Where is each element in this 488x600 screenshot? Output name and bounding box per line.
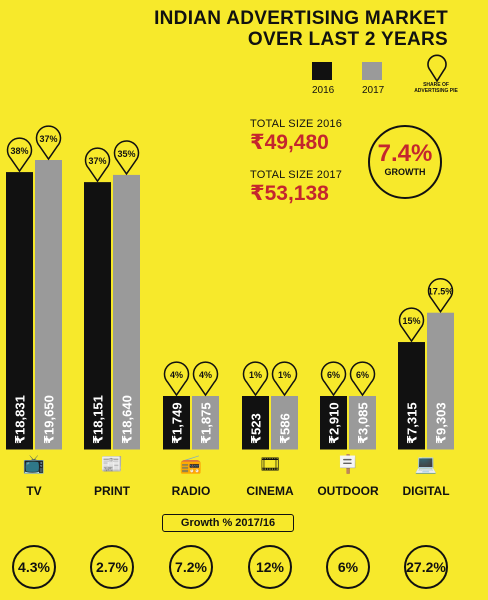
newspaper-icon: 📰 (100, 454, 124, 474)
share-label-digital-2017: 17.5% (428, 287, 454, 297)
share-pin-cinema-2017 (271, 361, 298, 397)
total-value-2016: ₹49,480 (250, 131, 329, 154)
category-label-tv: TV (26, 484, 42, 498)
bar-value-print-2016: ₹18,151 (91, 395, 106, 444)
overall-growth-value: 7.4% (377, 140, 433, 167)
share-pin-digital-2017 (427, 278, 454, 314)
growth-bubble-radio: 7.2% (169, 545, 213, 589)
legend-label-2017: 2017 (362, 85, 385, 96)
bar-digital-2017 (427, 312, 454, 450)
growth-bubble-print: 2.7% (90, 545, 134, 589)
bar-print-2016 (84, 182, 111, 450)
cinema-icon: 🎞 (258, 454, 282, 474)
share-label-outdoor-2017: 6% (356, 370, 369, 380)
bar-radio-2016 (163, 396, 190, 450)
share-pin-print-2017 (113, 140, 140, 176)
billboard-icon: 🪧 (336, 454, 360, 474)
growth-header: Growth % 2017/16 (162, 514, 294, 532)
tv-icon: 📺 (22, 454, 46, 474)
share-pin-radio-2017 (192, 361, 219, 397)
bar-value-outdoor-2016: ₹2,910 (327, 402, 342, 444)
bar-value-cinema-2016: ₹523 (249, 413, 264, 444)
bar-tv-2016 (6, 172, 33, 450)
total-label-2016: TOTAL SIZE 2016 (250, 118, 343, 130)
bar-outdoor-2016 (320, 396, 347, 450)
laptop-icon: 💻 (414, 454, 438, 474)
share-pin-outdoor-2017 (349, 361, 376, 397)
growth-bubble-outdoor: 6% (326, 545, 370, 589)
growth-bubble-cinema: 12% (248, 545, 292, 589)
radio-icon: 📻 (179, 454, 203, 474)
title-line-1: INDIAN ADVERTISING MARKET (154, 8, 448, 29)
share-pin-tv-2017 (35, 125, 62, 161)
share-pin-digital-2016 (398, 307, 425, 343)
bar-value-outdoor-2017: ₹3,085 (356, 402, 371, 444)
bar-radio-2017 (192, 396, 219, 450)
share-pin-radio-2016 (163, 361, 190, 397)
bar-value-radio-2017: ₹1,875 (199, 402, 214, 444)
share-pin-tv-2016 (6, 137, 33, 173)
chart-title: INDIAN ADVERTISING MARKET OVER LAST 2 YE… (88, 8, 448, 50)
share-pin-print-2016 (84, 147, 111, 183)
location-pin-icon (427, 54, 447, 82)
bar-cinema-2017 (271, 396, 298, 450)
bar-tv-2017 (35, 160, 62, 450)
bar-value-digital-2017: ₹9,303 (434, 402, 449, 444)
legend-swatch-2017 (362, 62, 382, 80)
overall-growth-badge: 7.4% GROWTH (368, 125, 442, 199)
bar-value-digital-2016: ₹7,315 (405, 402, 420, 444)
bar-value-tv-2016: ₹18,831 (13, 395, 28, 444)
share-label-radio-2017: 4% (199, 370, 212, 380)
share-pin-outdoor-2016 (320, 361, 347, 397)
share-pin-cinema-2016 (242, 361, 269, 397)
share-label-radio-2016: 4% (170, 370, 183, 380)
share-label-tv-2016: 38% (10, 146, 28, 156)
total-value-2017: ₹53,138 (250, 182, 329, 205)
total-label-2017: TOTAL SIZE 2017 (250, 169, 343, 181)
category-label-cinema: CINEMA (246, 484, 294, 498)
category-label-radio: RADIO (171, 484, 211, 498)
bar-value-print-2017: ₹18,640 (120, 395, 135, 444)
share-label-digital-2016: 15% (402, 316, 420, 326)
bar-print-2017 (113, 174, 140, 450)
bar-outdoor-2017 (349, 396, 376, 450)
share-label-tv-2017: 37% (39, 134, 57, 144)
title-line-2: OVER LAST 2 YEARS (247, 29, 448, 50)
share-label-cinema-2016: 1% (249, 370, 262, 380)
growth-bubble-digital: 27.2% (404, 545, 448, 589)
legend-swatch-2016 (312, 62, 332, 80)
bar-digital-2016 (398, 342, 425, 450)
share-label-print-2016: 37% (88, 156, 106, 166)
totals-block: TOTAL SIZE 2016 ₹49,480 TOTAL SIZE 2017 … (250, 118, 360, 206)
bar-value-tv-2017: ₹19,650 (42, 395, 57, 444)
legend-label-2016: 2016 (312, 85, 335, 96)
bar-cinema-2016 (242, 396, 269, 450)
overall-growth-label: GROWTH (384, 167, 426, 177)
share-label-cinema-2017: 1% (278, 370, 291, 380)
legend: 2016 2017 SHARE OF ADVERTISING PIE (312, 54, 482, 96)
category-label-outdoor: OUTDOOR (317, 484, 379, 498)
category-label-print: PRINT (94, 484, 130, 498)
share-label-outdoor-2016: 6% (327, 370, 340, 380)
bar-value-radio-2016: ₹1,749 (170, 402, 185, 444)
category-label-digital: DIGITAL (402, 484, 450, 498)
growth-bubble-tv: 4.3% (12, 545, 56, 589)
bar-value-cinema-2017: ₹586 (278, 413, 293, 444)
share-label-print-2017: 35% (117, 149, 135, 159)
legend-share-label: SHARE OF ADVERTISING PIE (414, 82, 458, 94)
